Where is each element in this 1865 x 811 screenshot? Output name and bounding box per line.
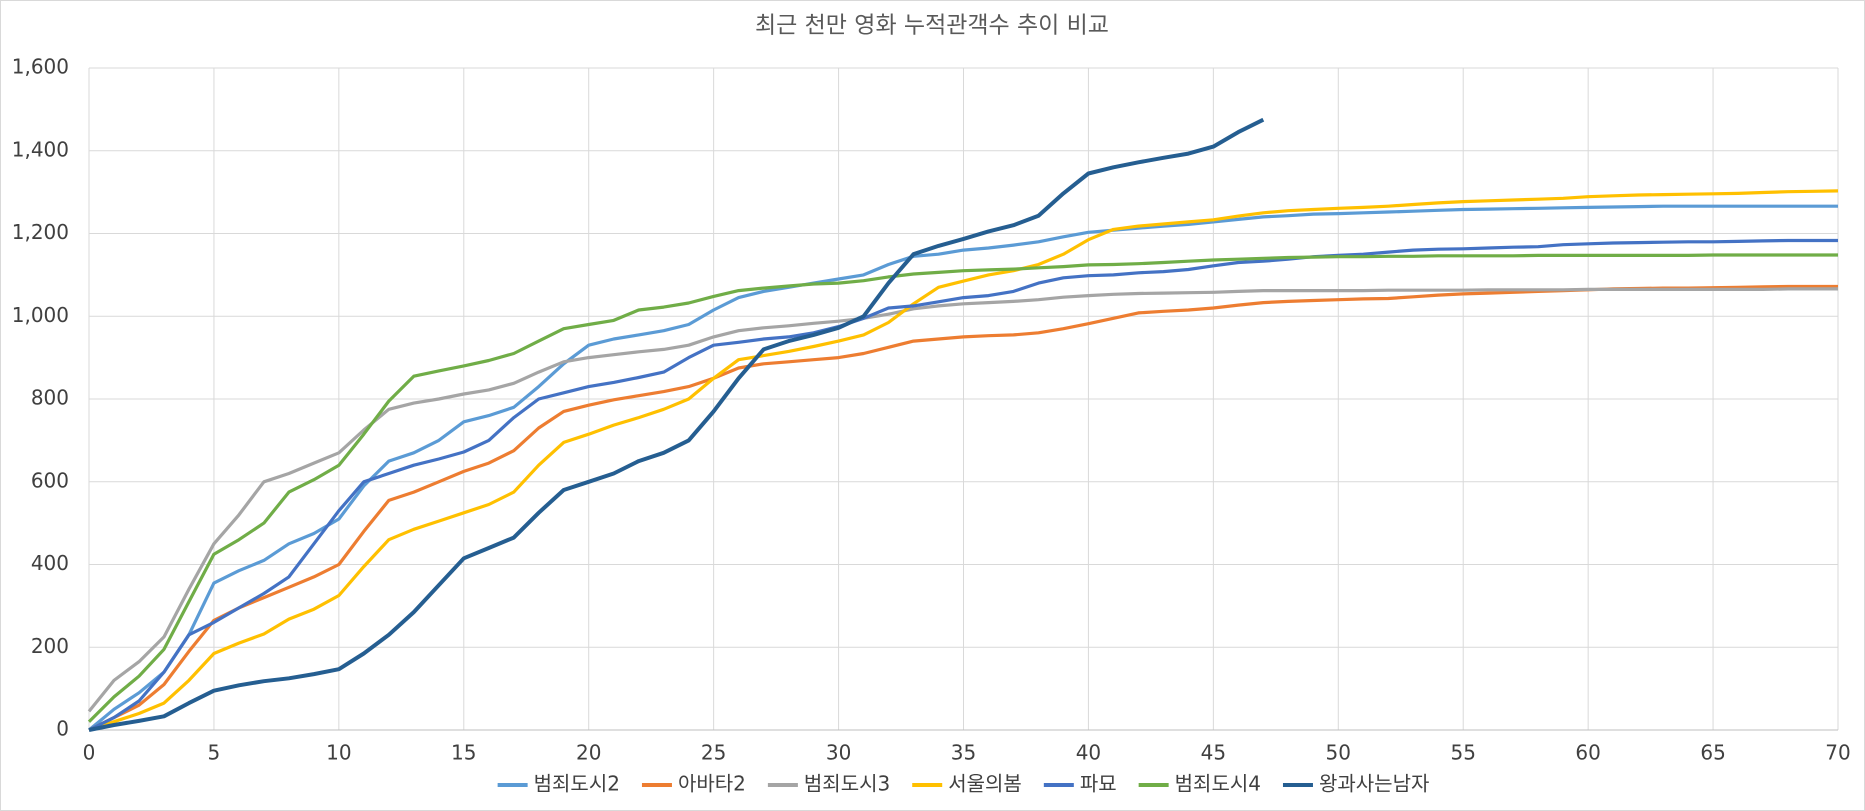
- x-tick-label: 15: [451, 741, 476, 765]
- y-tick-label: 1,000: [12, 303, 69, 327]
- x-tick-label: 55: [1450, 741, 1475, 765]
- x-tick-label: 70: [1825, 741, 1850, 765]
- y-tick-label: 1,200: [12, 220, 69, 244]
- series-line: [87, 253, 1838, 723]
- x-tick-label: 40: [1076, 741, 1101, 765]
- x-tick-label: 25: [701, 741, 726, 765]
- series-line: [88, 117, 1265, 732]
- y-tick-label: 600: [31, 468, 69, 492]
- legend-label: 범죄도시3: [804, 772, 890, 796]
- x-tick-label: 60: [1575, 741, 1600, 765]
- legend-label: 왕과사는남자: [1319, 772, 1429, 796]
- legend-label: 범죄도시4: [1175, 772, 1261, 796]
- series-line: [87, 287, 1838, 713]
- x-tick-label: 50: [1326, 741, 1351, 765]
- series-line: [88, 189, 1839, 732]
- y-tick-label: 1,400: [12, 137, 69, 161]
- x-tick-label: 10: [326, 741, 351, 765]
- x-tick-label: 30: [826, 741, 851, 765]
- y-tick-label: 0: [56, 717, 69, 741]
- y-tick-label: 800: [31, 386, 69, 410]
- x-tick-label: 5: [208, 741, 221, 765]
- legend-label: 파묘: [1080, 772, 1117, 796]
- x-tick-label: 35: [951, 741, 976, 765]
- x-tick-label: 65: [1700, 741, 1725, 765]
- x-tick-label: 45: [1201, 741, 1226, 765]
- chart-title: 최근 천만 영화 누적관객수 추이 비교: [755, 13, 1109, 39]
- series-line: [87, 204, 1838, 732]
- legend-label: 아바타2: [678, 772, 746, 796]
- x-tick-label: 20: [576, 741, 601, 765]
- legend-label: 서울의봄: [948, 772, 1022, 796]
- legend-label: 범죄도시2: [534, 772, 620, 796]
- y-tick-label: 200: [31, 634, 69, 658]
- x-tick-label: 0: [83, 741, 96, 765]
- y-tick-label: 1,600: [12, 55, 69, 79]
- series-line: [88, 238, 1838, 732]
- y-tick-label: 400: [31, 551, 69, 575]
